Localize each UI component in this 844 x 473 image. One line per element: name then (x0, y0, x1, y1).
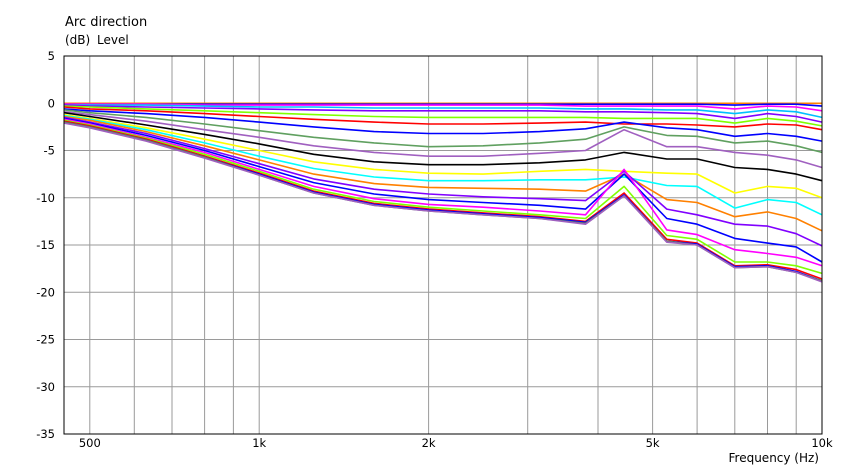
y-axis-unit: (dB) (65, 33, 90, 47)
x-tick-label: 2k (422, 436, 436, 450)
series-line-5 (63, 104, 823, 123)
axes: 5 0 -5 -10 -15 -20 -25 -30 -35 500 1k 2k 5k 10k (36, 49, 833, 450)
series-line-19 (63, 120, 823, 280)
series-line-6 (63, 105, 823, 127)
series-line-14 (63, 115, 823, 232)
y-tick-label: -15 (36, 238, 55, 252)
series-line-8 (63, 108, 823, 142)
y-tick-label: -20 (36, 285, 55, 299)
plot-frame (63, 55, 823, 435)
x-tick-label: 5k (646, 436, 660, 450)
y-tick-label: -35 (36, 427, 55, 441)
y-axis-label: Level (97, 33, 129, 47)
series-line-22 (63, 122, 823, 283)
series-line-16 (63, 117, 823, 263)
series-line-9 (63, 109, 823, 154)
x-tick-label: 10k (811, 436, 833, 450)
x-tick-label: 1k (252, 436, 266, 450)
series-group (63, 102, 823, 283)
series-line-12 (63, 113, 823, 199)
y-tick-label: 0 (48, 96, 55, 110)
series-line-18 (63, 119, 823, 275)
series-line-13 (63, 114, 823, 216)
y-tick-label: 5 (48, 49, 55, 63)
x-axis-label: Frequency (Hz) (729, 451, 820, 465)
y-tick-label: -30 (36, 380, 55, 394)
y-tick-label: -25 (36, 333, 55, 347)
chart-title: Arc direction (65, 15, 147, 30)
series-line-10 (63, 111, 823, 169)
series-line-17 (63, 118, 823, 267)
y-tick-label: -5 (44, 144, 55, 158)
series-line-7 (63, 106, 823, 131)
y-tick-label: -10 (36, 191, 55, 205)
series-line-11 (63, 111, 823, 182)
x-tick-label: 500 (79, 436, 101, 450)
series-line-15 (63, 116, 823, 247)
series-line-3 (64, 103, 823, 112)
series-line-4 (64, 104, 823, 119)
